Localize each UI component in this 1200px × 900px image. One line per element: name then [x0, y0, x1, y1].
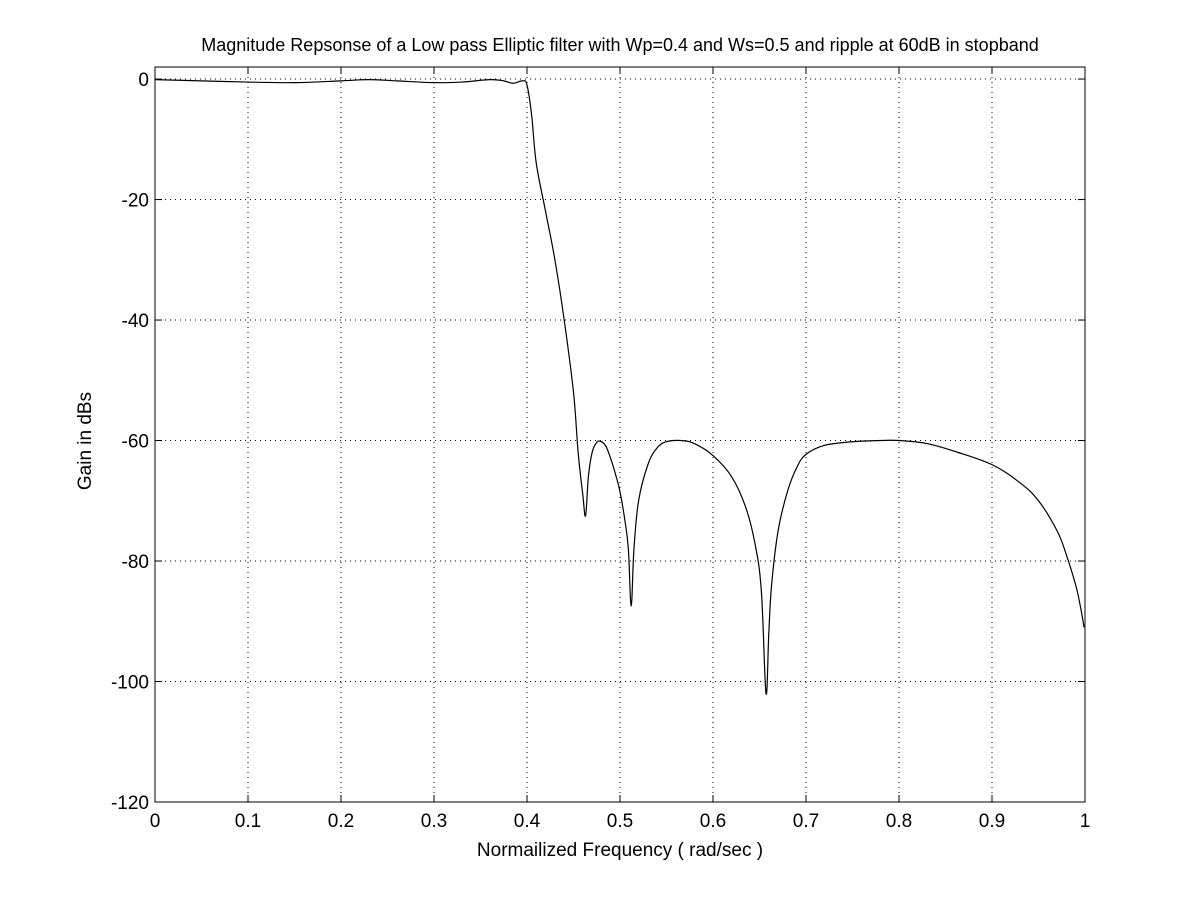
x-tick-label-8: 0.8	[886, 811, 912, 832]
x-axis-title: Normailized Frequency ( rad/sec )	[477, 840, 763, 861]
chart-title: Magnitude Repsonse of a Low pass Ellipti…	[201, 35, 1039, 55]
x-tick-label-1: 0.1	[235, 811, 261, 832]
x-tick-label-10: 1	[1080, 811, 1091, 832]
series-layer	[154, 79, 1085, 695]
y-tick-label-6: -120	[111, 793, 149, 814]
y-tick-label-3: -60	[122, 432, 149, 453]
axis-ticks: 0 0.1 0.2 0.3 0.4 0.5 0.6 0.7 0.8 0.9 1 0 -20 -40 -60 -…	[111, 67, 1090, 832]
x-tick-label-3: 0.3	[421, 811, 447, 832]
y-axis-title: Gain in dBs	[75, 392, 96, 490]
y-tick-label-1: -20	[122, 191, 149, 212]
y-tick-label-0: 0	[138, 70, 149, 91]
x-tick-label-2: 0.2	[328, 811, 354, 832]
x-tick-label-7: 0.7	[793, 811, 819, 832]
x-tick-label-5: 0.5	[607, 811, 633, 832]
x-tick-label-9: 0.9	[979, 811, 1005, 832]
x-tick-label-6: 0.6	[700, 811, 726, 832]
y-tick-label-5: -100	[111, 673, 149, 694]
x-tick-label-0: 0	[150, 811, 161, 832]
y-tick-label-4: -80	[122, 552, 149, 573]
y-tick-label-2: -40	[122, 311, 149, 332]
grid-lines	[155, 67, 1085, 802]
series-line-0	[154, 79, 1085, 695]
x-tick-label-4: 0.4	[514, 811, 541, 832]
